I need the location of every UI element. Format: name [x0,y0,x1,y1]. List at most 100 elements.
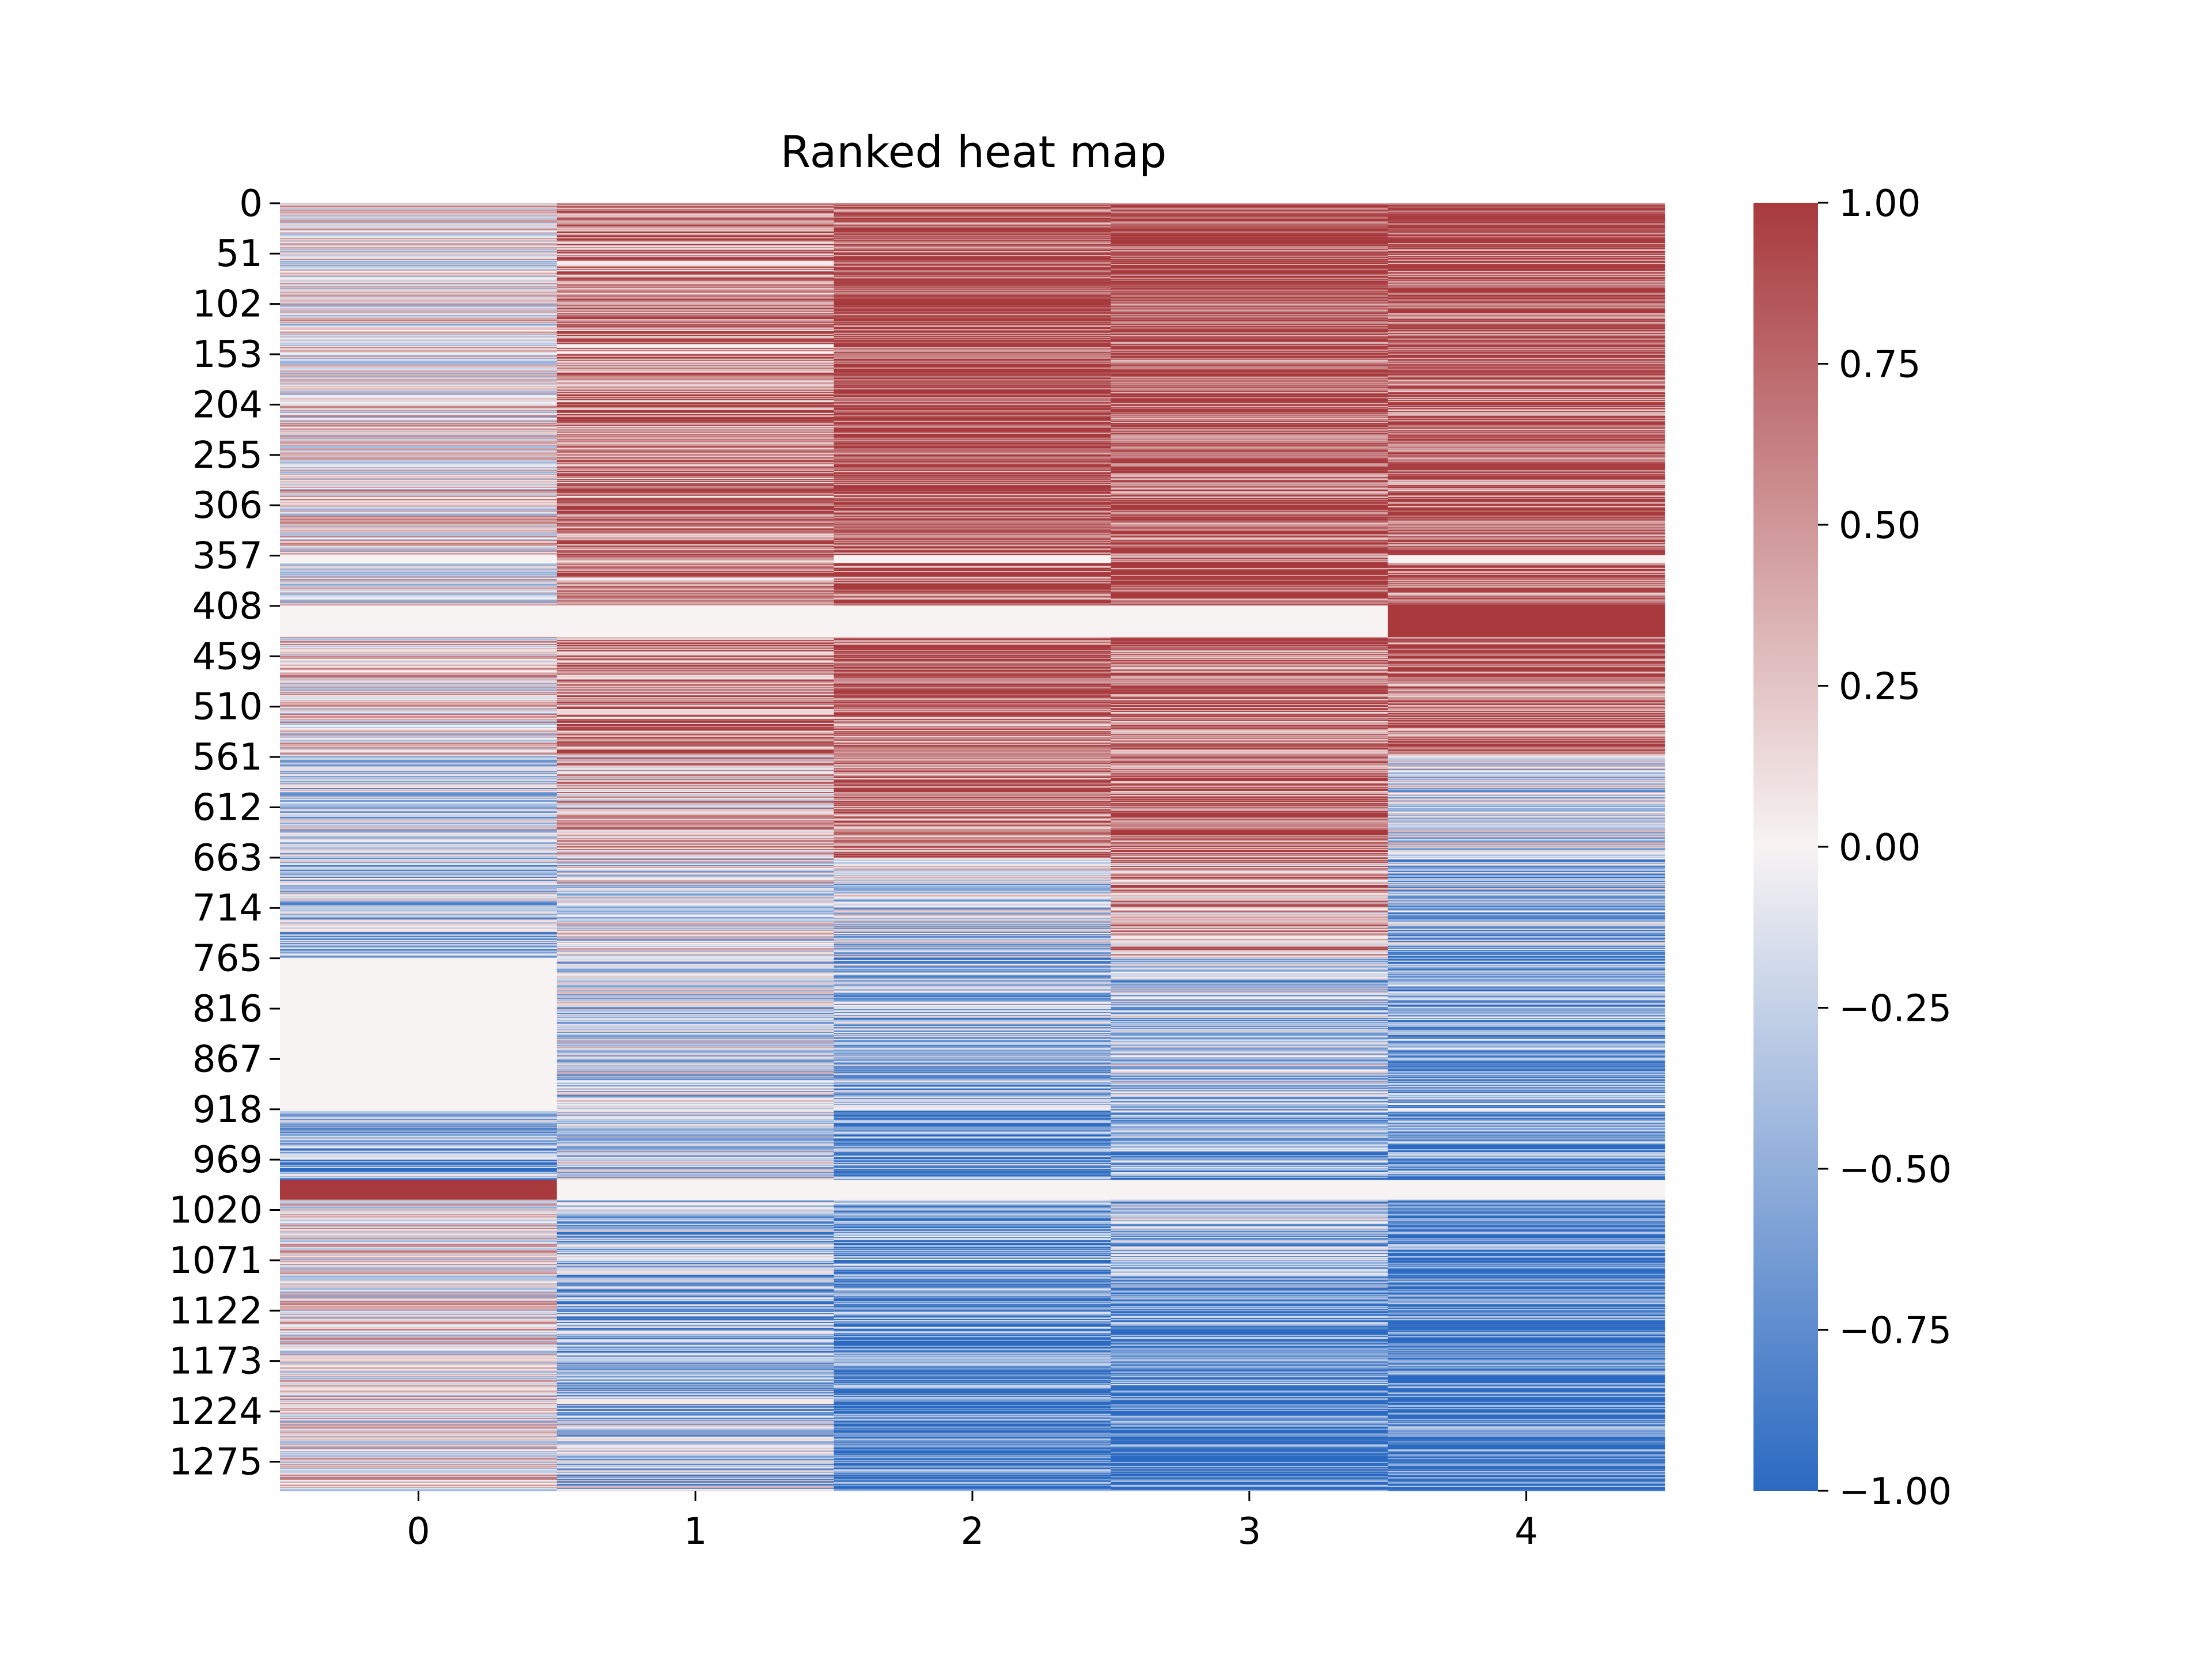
heatmap-cell [280,1140,558,1142]
heatmap-cell [1111,668,1388,669]
heatmap-cell [280,637,558,639]
heatmap-cell [834,708,1111,710]
heatmap-cell [556,1315,835,1317]
heatmap-cell [1111,733,1388,736]
heatmap-cell [280,1210,558,1212]
heatmap-cell [280,608,558,610]
heatmap-cell [556,532,835,534]
heatmap-cell [834,446,1111,448]
heatmap-cell [834,585,1111,586]
heatmap-cell [834,1237,1111,1238]
heatmap-cell [834,816,1111,819]
heatmap-cell [280,1040,558,1042]
heatmap-cell [280,635,558,637]
heatmap-cell [280,521,558,523]
heatmap-cell [280,676,558,678]
heatmap-cell [556,763,835,765]
heatmap-cell [280,1353,558,1355]
heatmap-cell [280,744,558,746]
heatmap-cell [556,275,835,278]
heatmap-cell [556,601,835,603]
heatmap-cell [1111,661,1388,664]
heatmap-cell [1111,740,1388,743]
heatmap-cell [556,1244,835,1245]
heatmap-cell [280,820,558,822]
heatmap-cell [1111,472,1388,474]
heatmap-cell [280,585,558,588]
heatmap-cell [556,1184,835,1185]
heatmap-cell [834,1455,1111,1457]
heatmap-cell [556,1115,835,1118]
heatmap-cell [1111,1107,1388,1108]
heatmap-cell [280,1454,558,1456]
heatmap-cell [834,488,1111,490]
heatmap-cell [1111,1115,1388,1116]
heatmap-cell [834,1234,1111,1236]
heatmap-cell [1111,281,1388,282]
heatmap-cell [280,395,558,397]
heatmap-cell [834,338,1111,340]
heatmap-cell [556,1016,835,1018]
heatmap-cell [556,1173,835,1175]
heatmap-cell [556,982,835,984]
heatmap-cell [834,570,1111,571]
heatmap-cell [280,747,558,748]
heatmap-cell [280,810,558,812]
heatmap-cell [834,1206,1111,1208]
heatmap-cell [556,1101,835,1103]
heatmap-cell [556,219,835,221]
heatmap-cell [1111,606,1388,608]
heatmap-cell [280,1260,558,1263]
heatmap-cell [556,946,835,949]
heatmap-cell [556,262,835,264]
heatmap-cell [834,464,1111,466]
heatmap-cell [556,943,835,945]
heatmap-cell [280,1336,558,1339]
heatmap-cell [834,1477,1111,1479]
heatmap-cell [280,300,558,302]
heatmap-cell [834,1081,1111,1083]
heatmap-cell [1111,863,1388,866]
heatmap-cell [280,647,558,649]
heatmap-cell [556,560,835,563]
heatmap-cell [556,902,835,903]
heatmap-cell [556,340,835,343]
heatmap-cell [834,1411,1111,1412]
heatmap-cell [556,305,835,307]
heatmap-cell [1111,849,1388,851]
heatmap-cell [280,333,558,335]
heatmap-cell [1111,552,1388,554]
heatmap-cell [280,1410,558,1411]
heatmap-cell [1111,301,1388,303]
heatmap-cell [280,645,558,646]
heatmap-cell [280,1172,558,1173]
heatmap-cell [834,745,1111,747]
heatmap-cell [280,1329,558,1331]
heatmap-cell [556,1118,835,1119]
heatmap-cell [556,516,835,518]
heatmap-cell [1111,844,1388,846]
heatmap-cell [834,1349,1111,1350]
heatmap-cell [556,646,835,647]
heatmap-cell [1111,1056,1388,1058]
heatmap-cell [1111,477,1388,479]
heatmap-cell [280,460,558,462]
heatmap-cell [834,1415,1111,1418]
heatmap-cell [834,454,1111,456]
heatmap-cell [280,728,558,729]
heatmap-cell [834,798,1111,800]
heatmap-cell [280,614,558,616]
heatmap-cell [556,579,835,581]
heatmap-cell [1111,1153,1388,1155]
heatmap-cell [556,1358,835,1360]
heatmap-cell [1111,291,1388,293]
heatmap-cell [1111,838,1388,840]
heatmap-cell [280,315,558,317]
heatmap-cell [556,446,835,448]
heatmap-cell [556,1036,835,1039]
heatmap-cell [280,774,558,776]
heatmap-cell [1111,959,1388,960]
heatmap-cell [280,953,558,956]
heatmap-cell [280,938,558,940]
heatmap-cell [1111,1138,1388,1140]
